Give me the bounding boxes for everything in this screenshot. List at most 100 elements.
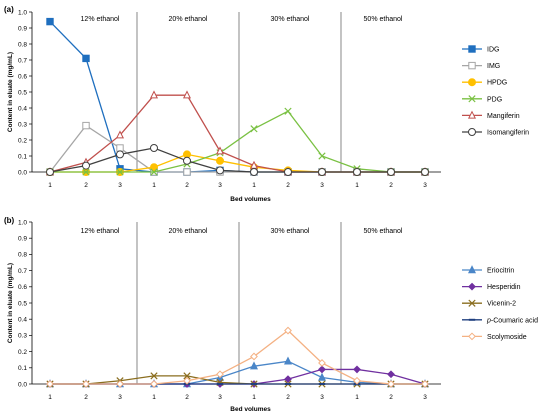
data-point bbox=[82, 168, 90, 176]
legend-item: Mangiferin bbox=[462, 110, 520, 120]
data-point bbox=[421, 168, 429, 176]
data-point bbox=[116, 150, 124, 159]
y-tick-label: 0.8 bbox=[18, 252, 27, 259]
data-point bbox=[353, 168, 361, 176]
legend-marker bbox=[468, 282, 476, 291]
data-point bbox=[284, 375, 292, 384]
legend-item: Scolymoside bbox=[462, 332, 527, 341]
data-point bbox=[82, 380, 90, 388]
data-point bbox=[216, 156, 224, 165]
legend-marker bbox=[468, 332, 476, 341]
x-tick-label: 3 bbox=[320, 394, 324, 401]
legend-marker bbox=[468, 78, 476, 87]
data-point bbox=[318, 365, 326, 374]
x-tick-label: 3 bbox=[118, 182, 122, 189]
legend-marker bbox=[467, 265, 477, 274]
data-point bbox=[283, 356, 293, 365]
data-point bbox=[183, 156, 191, 165]
legend-item: IDG bbox=[462, 45, 499, 54]
series-line bbox=[49, 124, 425, 173]
x-axis-title: Bed volumes bbox=[230, 196, 271, 203]
data-point bbox=[353, 365, 361, 374]
x-tick-label: 2 bbox=[389, 394, 393, 401]
x-tick-label: 3 bbox=[218, 394, 222, 401]
data-point bbox=[318, 168, 326, 176]
legend-label: HPDG bbox=[487, 80, 507, 87]
y-tick-label: 0.9 bbox=[18, 25, 27, 32]
region-label: 20% ethanol bbox=[169, 16, 208, 23]
series-5 bbox=[46, 144, 429, 176]
y-tick-label: 0.7 bbox=[18, 57, 27, 64]
x-tick-label: 1 bbox=[152, 182, 156, 189]
data-point bbox=[216, 166, 224, 175]
y-axis-title: Content in eluate (mg/mL) bbox=[7, 52, 14, 132]
legend-marker bbox=[468, 318, 476, 321]
y-tick-label: 1.0 bbox=[18, 9, 27, 16]
series-line bbox=[49, 147, 425, 173]
data-point bbox=[116, 144, 124, 152]
data-point bbox=[317, 372, 327, 381]
y-tick-label: 0.6 bbox=[18, 284, 27, 291]
x-tick-label: 3 bbox=[320, 182, 324, 189]
y-tick-label: 0.1 bbox=[18, 365, 27, 372]
data-point bbox=[284, 107, 292, 115]
data-point bbox=[183, 376, 191, 385]
x-tick-label: 3 bbox=[118, 394, 122, 401]
y-tick-label: 0.5 bbox=[18, 300, 27, 307]
x-tick-label: 2 bbox=[185, 182, 189, 189]
x-tick-label: 3 bbox=[423, 182, 427, 189]
x-tick-label: 1 bbox=[252, 394, 256, 401]
y-axis-title: Content in eluate (mg/mL) bbox=[7, 263, 14, 343]
region-label: 50% ethanol bbox=[364, 228, 403, 235]
data-point bbox=[116, 380, 124, 388]
x-tick-label: 1 bbox=[48, 182, 52, 189]
data-point bbox=[46, 168, 54, 176]
y-tick-label: 0.3 bbox=[18, 333, 27, 340]
y-tick-label: 0.4 bbox=[18, 317, 27, 324]
legend-label: IDG bbox=[487, 47, 499, 54]
y-tick-label: 0.8 bbox=[18, 41, 27, 48]
y-tick-label: 0.7 bbox=[18, 268, 27, 275]
y-tick-label: 0.9 bbox=[18, 236, 27, 243]
data-point bbox=[46, 380, 54, 388]
y-tick-label: 0.4 bbox=[18, 105, 27, 112]
data-point bbox=[46, 17, 54, 26]
panel-label: (b) bbox=[4, 216, 15, 225]
data-point bbox=[250, 383, 258, 385]
data-point bbox=[284, 326, 292, 335]
data-point bbox=[387, 168, 395, 176]
x-tick-label: 1 bbox=[48, 394, 52, 401]
legend-item: IMG bbox=[462, 61, 500, 70]
x-tick-label: 3 bbox=[218, 182, 222, 189]
data-point bbox=[183, 372, 191, 380]
series-2 bbox=[46, 372, 429, 388]
data-point bbox=[150, 168, 158, 176]
region-label: 12% ethanol bbox=[81, 16, 120, 23]
data-point bbox=[116, 168, 124, 176]
legend-item: HPDG bbox=[462, 78, 507, 87]
legend-marker bbox=[468, 128, 476, 136]
legend-label: Hesperidin bbox=[487, 284, 521, 291]
legend-label: IMG bbox=[487, 63, 500, 70]
legend-label: Mangiferin bbox=[487, 113, 520, 120]
data-point bbox=[150, 163, 158, 172]
x-axis-title: Bed volumes bbox=[230, 406, 271, 413]
region-label: 30% ethanol bbox=[271, 16, 310, 23]
series-line bbox=[49, 21, 425, 173]
region-label: 12% ethanol bbox=[81, 228, 120, 235]
region-label: 20% ethanol bbox=[169, 228, 208, 235]
data-point bbox=[318, 152, 326, 160]
series-line bbox=[49, 94, 425, 173]
data-point bbox=[387, 370, 395, 379]
data-point bbox=[216, 370, 224, 379]
data-point bbox=[82, 54, 90, 63]
data-point bbox=[250, 125, 258, 133]
legend-marker bbox=[468, 45, 476, 53]
region-label: 30% ethanol bbox=[271, 228, 310, 235]
legend-label: Isomangiferin bbox=[487, 130, 529, 137]
y-tick-label: 0.0 bbox=[18, 169, 27, 176]
series-4 bbox=[46, 326, 429, 388]
data-point bbox=[150, 144, 158, 152]
data-point bbox=[284, 168, 292, 176]
data-point bbox=[149, 90, 159, 99]
